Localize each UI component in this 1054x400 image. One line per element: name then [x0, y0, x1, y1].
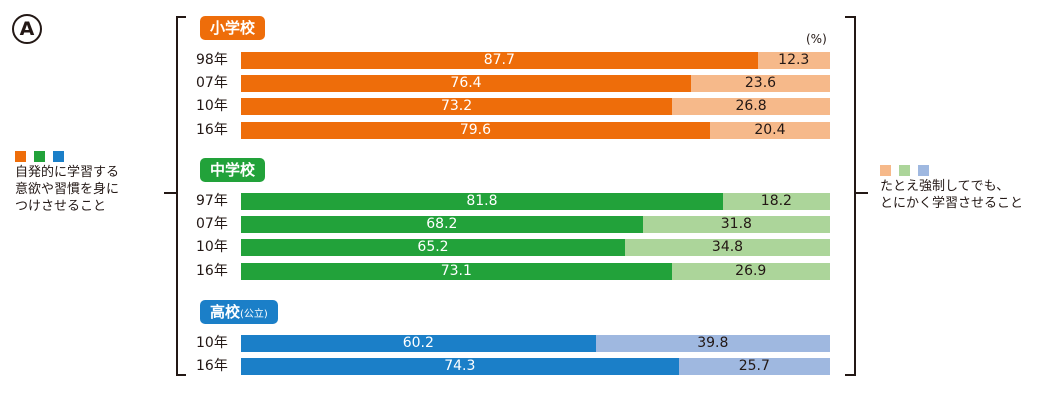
legend-swatch-light-orange — [880, 165, 891, 176]
left-bracket-top — [176, 16, 186, 18]
row-label: 16年 — [196, 358, 228, 374]
group-badge: 小学校 — [200, 16, 266, 40]
right-bracket-tick — [856, 192, 868, 194]
left-bracket-bottom — [176, 374, 186, 376]
bar-segment-forced: 31.8 — [642, 216, 830, 233]
legend-right: たとえ強制してでも、 とにかく学習させること — [880, 165, 1023, 212]
bar-segment-forced: 34.8 — [625, 239, 830, 256]
right-bracket-top — [845, 16, 855, 18]
bar-segment-self-motivated: 60.2 — [241, 335, 596, 352]
legend-right-line: とにかく学習させること — [880, 196, 1024, 211]
bar-segment-forced: 26.8 — [672, 98, 830, 115]
left-bracket-tick — [164, 192, 176, 194]
row-label: 10年 — [196, 335, 228, 351]
legend-swatch-light-green — [899, 165, 910, 176]
bar-segment-self-motivated: 74.3 — [241, 358, 679, 375]
legend-swatch-light-blue — [918, 165, 929, 176]
row-label: 16年 — [196, 263, 228, 279]
row-label: 10年 — [196, 239, 228, 255]
bar-segment-self-motivated: 79.6 — [241, 122, 710, 139]
bar-segment-self-motivated: 73.2 — [241, 98, 673, 115]
group-badge: 中学校 — [200, 158, 266, 182]
bar-segment-forced: 12.3 — [757, 52, 830, 69]
bar-segment-forced: 26.9 — [671, 263, 830, 280]
left-bracket — [176, 16, 178, 376]
right-bracket — [854, 16, 856, 376]
legend-swatch-green — [34, 151, 45, 162]
bar-segment-self-motivated: 65.2 — [241, 239, 626, 256]
bar-segment-forced: 39.8 — [595, 335, 830, 352]
bar-segment-self-motivated: 87.7 — [241, 52, 758, 69]
legend-swatch-blue — [53, 151, 64, 162]
unit-label: (%) — [806, 32, 827, 46]
row-label: 98年 — [196, 52, 228, 68]
group-badge-suffix: (公立) — [240, 309, 268, 320]
legend-left-line: 意欲や習慣を身に — [15, 182, 120, 197]
bar-segment-self-motivated: 73.1 — [241, 263, 672, 280]
legend-left-line: つけさせること — [15, 199, 107, 214]
bar-segment-forced: 18.2 — [722, 193, 830, 210]
legend-right-line: たとえ強制してでも、 — [880, 179, 1010, 194]
row-label: 07年 — [196, 75, 228, 91]
bar-segment-forced: 20.4 — [709, 122, 830, 139]
bar-segment-self-motivated: 68.2 — [241, 216, 643, 233]
group-badge: 高校(公立) — [200, 300, 278, 324]
row-label: 07年 — [196, 216, 228, 232]
bar-segment-forced: 25.7 — [678, 358, 830, 375]
bar-segment-self-motivated: 81.8 — [241, 193, 723, 210]
row-label: 10年 — [196, 98, 228, 114]
legend-left-line: 自発的に学習する — [15, 165, 120, 180]
bar-segment-self-motivated: 76.4 — [241, 75, 691, 92]
row-label: 16年 — [196, 122, 228, 138]
legend-left: 自発的に学習する 意欲や習慣を身に つけさせること — [15, 151, 119, 215]
row-label: 97年 — [196, 193, 228, 209]
marker-a: A — [12, 14, 42, 44]
right-bracket-bottom — [845, 374, 855, 376]
legend-swatch-orange — [15, 151, 26, 162]
bar-segment-forced: 23.6 — [690, 75, 830, 92]
